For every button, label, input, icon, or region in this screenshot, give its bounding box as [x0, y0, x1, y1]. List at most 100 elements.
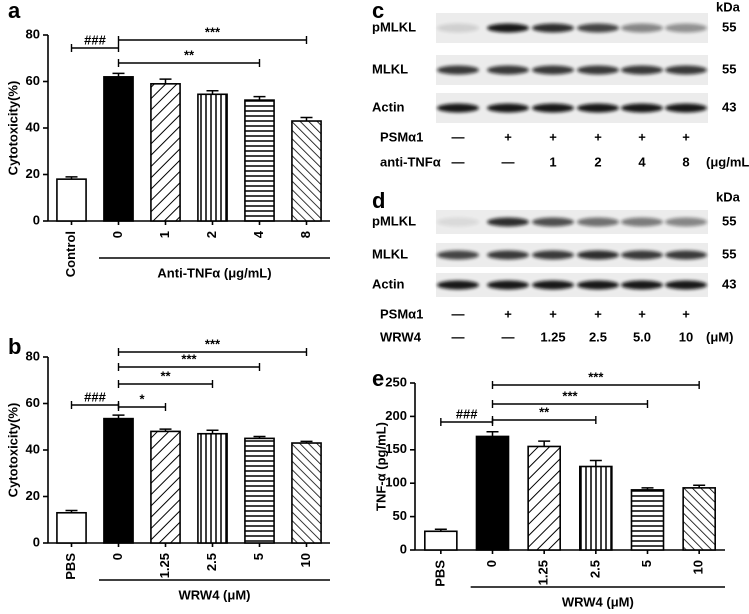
significance-bracket [117, 348, 308, 356]
significance-label: ### [84, 32, 106, 47]
condition-cell: 2.5 [589, 329, 607, 344]
condition-cell: + [638, 306, 646, 321]
significance-bracket [117, 380, 214, 388]
blot-band [665, 250, 707, 260]
condition-cell: 1 [549, 154, 556, 169]
x-tick-label: 0 [484, 560, 499, 567]
blot-row-label: pMLKL [372, 213, 416, 228]
blot-row-label: Actin [372, 276, 405, 291]
y-tick-label: 60 [26, 395, 40, 410]
error-bar [206, 90, 219, 95]
error-bar [253, 95, 266, 101]
blot-band [577, 103, 619, 113]
blot-kda: 43 [722, 276, 736, 291]
y-tick-label: 60 [26, 73, 40, 88]
error-bar [589, 459, 602, 467]
blot-band [621, 23, 663, 33]
significance-bracket [70, 44, 120, 52]
significance-bracket [491, 400, 649, 408]
group-label: Anti-TNFα (μg/mL) [157, 265, 271, 280]
condition-unit: (μg/mL) [706, 154, 749, 169]
y-tick-label: 40 [26, 119, 40, 134]
y-tick-label: 80 [26, 348, 40, 363]
y-tick-label: 40 [26, 441, 40, 456]
bar [197, 432, 228, 544]
blot-band [621, 250, 663, 260]
x-tick-label: 5 [251, 553, 266, 560]
y-axis-label: Cytotoxicity(%) [5, 81, 20, 176]
blot-band [437, 103, 479, 113]
bar [244, 437, 275, 544]
x-tick-label: 10 [298, 553, 313, 567]
blot-kda: 55 [722, 213, 736, 228]
blot-band [665, 65, 707, 75]
condition-cell: + [638, 129, 646, 144]
panel-letter: c [372, 0, 384, 23]
x-tick-label: 5 [639, 560, 654, 567]
condition-cell: + [504, 306, 512, 321]
blot-band [437, 280, 479, 290]
y-axis-label: TNF-α (pg/mL) [373, 422, 388, 511]
panel-letter: d [372, 188, 385, 213]
condition-cell: 2 [594, 154, 601, 169]
condition-cell: — [502, 154, 515, 169]
significance-label: *** [562, 388, 578, 403]
x-tick-label: 2.5 [204, 553, 219, 571]
condition-label: PSMα1 [380, 129, 423, 144]
blot-band [577, 65, 619, 75]
blot-band [577, 23, 619, 33]
significance-bracket [491, 416, 597, 424]
y-tick-label: 0 [400, 541, 407, 556]
y-tick-label: 0 [33, 534, 40, 549]
condition-cell: — [452, 306, 465, 321]
blot-kda: 43 [722, 99, 736, 114]
condition-cell: 8 [682, 154, 689, 169]
error-bar [641, 487, 654, 490]
bar [56, 511, 87, 544]
error-bar [300, 440, 313, 444]
condition-cell: — [502, 329, 515, 344]
bar [291, 120, 322, 222]
blot-kda: 55 [722, 19, 736, 34]
error-bar [693, 484, 706, 488]
significance-bracket [491, 381, 700, 389]
blot-band [532, 65, 574, 75]
bar [527, 445, 561, 551]
blot-band [437, 250, 479, 260]
significance-label: *** [205, 24, 221, 39]
y-axis-label: Cytotoxicity(%) [5, 403, 20, 498]
bar [475, 435, 510, 551]
blot-band [665, 217, 707, 227]
condition-cell: 1.25 [540, 329, 565, 344]
condition-cell: + [504, 129, 512, 144]
blot-band [532, 217, 574, 227]
significance-label: ** [184, 47, 195, 62]
y-tick-label: 250 [385, 374, 407, 389]
x-tick-label: 8 [298, 231, 313, 238]
x-tick-label: 2 [204, 231, 219, 238]
blot-band [621, 217, 663, 227]
error-bar [159, 78, 172, 84]
significance-bracket [117, 59, 261, 67]
x-tick-label: 1.25 [536, 560, 551, 585]
blot-band [487, 23, 529, 33]
x-tick-label: Control [63, 231, 78, 277]
y-tick-label: 20 [26, 166, 40, 181]
bar [579, 465, 613, 551]
significance-label: ** [539, 404, 550, 419]
condition-cell: — [452, 154, 465, 169]
blot-band [621, 280, 663, 290]
blot-band [621, 103, 663, 113]
bar [291, 442, 322, 544]
y-tick-label: 100 [385, 475, 407, 490]
error-bar [434, 528, 447, 532]
bar [424, 530, 458, 551]
bar [103, 76, 134, 222]
blot-band [487, 103, 529, 113]
x-tick-label: 2.5 [587, 560, 602, 578]
blot-band [437, 23, 479, 33]
blot-row-label: MLKL [372, 61, 408, 76]
blot-kda: 55 [722, 61, 736, 76]
error-bar [159, 428, 172, 432]
error-bar [253, 435, 266, 439]
